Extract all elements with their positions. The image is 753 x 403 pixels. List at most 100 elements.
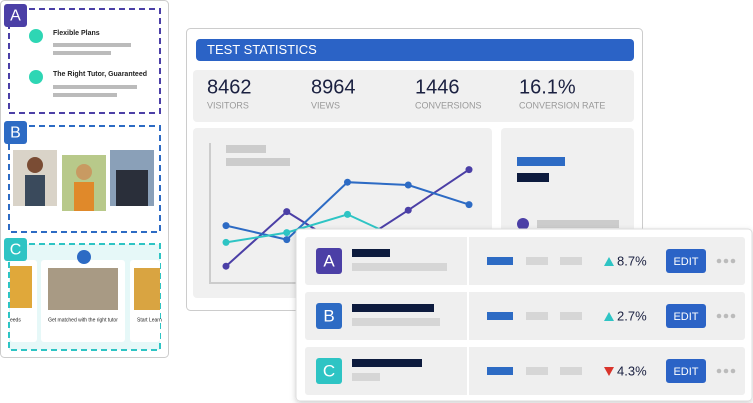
placeholder [487, 312, 513, 320]
icon [77, 250, 91, 264]
metric-value: 8964 [311, 76, 356, 98]
row-badge-label: B [323, 306, 334, 325]
card-title: eeds [10, 317, 21, 323]
placeholder [352, 373, 380, 381]
card-image [10, 266, 32, 308]
metric-value: 8462 [207, 76, 252, 98]
placeholder [537, 220, 619, 228]
placeholder [352, 304, 434, 312]
card-title: Get matched with the right tutor [48, 317, 118, 323]
divider [467, 347, 469, 395]
badge [4, 4, 27, 27]
menu-dot [716, 258, 722, 264]
edit-label[interactable]: EDIT [673, 366, 698, 378]
placeholder [53, 93, 117, 97]
point [465, 166, 473, 174]
badge-label: C [10, 242, 22, 259]
trend-arrow [604, 367, 614, 376]
photo-detail [116, 170, 148, 206]
dot [517, 218, 529, 230]
section-a-content: Flexible Plans The Right Tutor, Guarante… [29, 29, 147, 97]
point [404, 181, 412, 189]
point [222, 238, 230, 246]
metric-value: 16.1% [519, 76, 576, 98]
trend-arrow [604, 257, 614, 266]
row-badge-label: A [323, 251, 335, 270]
change: 4.3% [617, 363, 647, 378]
change: 2.7% [617, 308, 647, 323]
placeholder [487, 257, 513, 265]
menu-dot [716, 368, 722, 374]
row-badge [316, 303, 342, 329]
placeholder [517, 157, 565, 166]
metric-label: VISITORS [207, 100, 249, 110]
section-c-cards: eeds Get matched with the right tutor St… [10, 250, 162, 342]
item-title: The Right Tutor, Guaranteed [53, 71, 147, 78]
edit-button[interactable] [666, 249, 706, 273]
section-b [8, 125, 161, 233]
edit-button[interactable] [666, 359, 706, 383]
badge [4, 238, 27, 261]
menu-dot [716, 313, 722, 319]
row-badge [316, 358, 342, 384]
divider [467, 292, 469, 340]
placeholder [560, 367, 582, 375]
metric-label: CONVERSIONS [415, 100, 482, 110]
photo-detail [74, 182, 94, 211]
placeholder [352, 318, 440, 326]
metrics-box [193, 70, 634, 122]
point [283, 208, 291, 216]
badge [4, 121, 27, 144]
point [283, 229, 291, 237]
edit-label[interactable]: EDIT [673, 256, 698, 268]
item-title: Flexible Plans [53, 30, 100, 37]
icon [29, 29, 43, 43]
row-badge [316, 248, 342, 274]
title-bar [196, 39, 634, 61]
card-image [48, 268, 118, 310]
placeholder [526, 257, 548, 265]
photo-detail [27, 157, 43, 173]
placeholder [487, 367, 513, 375]
metric-label: CONVERSION RATE [519, 100, 605, 110]
section-a [8, 8, 161, 114]
placeholder [517, 173, 549, 182]
menu-dot [723, 313, 729, 319]
placeholder [226, 145, 266, 153]
stats-title: TEST STATISTICS [207, 42, 317, 57]
badge-label: B [10, 125, 21, 142]
placeholder [560, 257, 582, 265]
placeholder [526, 312, 548, 320]
card-image [134, 268, 160, 310]
point [222, 222, 230, 230]
row [305, 237, 745, 285]
point [222, 262, 230, 270]
menu-dot [730, 258, 736, 264]
metric-label: VIEWS [311, 100, 340, 110]
placeholder [560, 312, 582, 320]
photo-detail [25, 175, 45, 206]
row-badge-label: C [323, 361, 335, 380]
placeholder [53, 43, 131, 47]
divider [467, 237, 469, 285]
placeholder [352, 263, 447, 271]
edit-label[interactable]: EDIT [673, 311, 698, 323]
edit-button[interactable] [666, 304, 706, 328]
badges: A B C [4, 4, 27, 261]
point [344, 178, 351, 186]
menu-dot [723, 258, 729, 264]
placeholder [53, 85, 137, 89]
photo-detail [76, 164, 92, 180]
menu-dot [723, 368, 729, 374]
point [465, 201, 473, 209]
section-b-photos [13, 150, 154, 211]
point [283, 236, 291, 244]
line [225, 213, 409, 244]
badge-label: A [10, 8, 21, 25]
change: 8.7% [617, 253, 647, 268]
placeholder [226, 158, 290, 166]
card-title: Start Learn [137, 317, 162, 323]
placeholder [352, 359, 422, 367]
trend-arrow [604, 312, 614, 321]
